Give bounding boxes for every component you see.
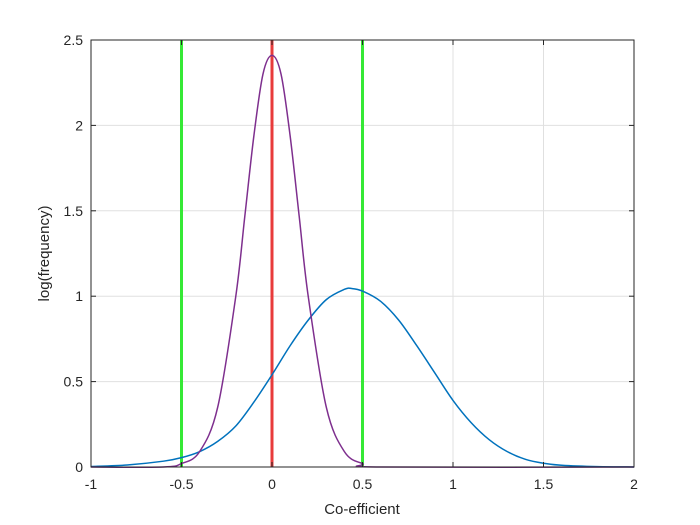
y-tick-label: 0.5: [64, 374, 84, 390]
series-group: [90, 54, 635, 469]
reference-lines: [180, 40, 364, 467]
x-tick-label: 2: [630, 476, 638, 492]
y-tick-label: 2: [75, 117, 83, 133]
x-tick-label: 0: [268, 476, 276, 492]
x-tick-label: 1.5: [534, 476, 554, 492]
y-tick-label: 0: [75, 459, 83, 475]
series-line-1: [90, 287, 635, 468]
series-line-2: [90, 54, 635, 469]
x-tick-label: 1: [449, 476, 457, 492]
y-tick-labels: 0 0.5 1 1.5 2 2.5: [64, 32, 84, 475]
x-tick-label: -0.5: [169, 476, 193, 492]
y-tick-label: 1.5: [64, 203, 84, 219]
x-axis-label: Co-efficient: [324, 501, 400, 518]
x-tick-label: 0.5: [353, 476, 373, 492]
y-tick-label: 2.5: [64, 32, 84, 48]
y-tick-label: 1: [75, 288, 83, 304]
axis-ticks: [90, 39, 635, 468]
x-tick-label: -1: [85, 476, 98, 492]
x-tick-labels: -1 -0.5 0 0.5 1 1.5 2: [85, 476, 638, 492]
y-axis-label: log(frequency): [36, 206, 53, 302]
